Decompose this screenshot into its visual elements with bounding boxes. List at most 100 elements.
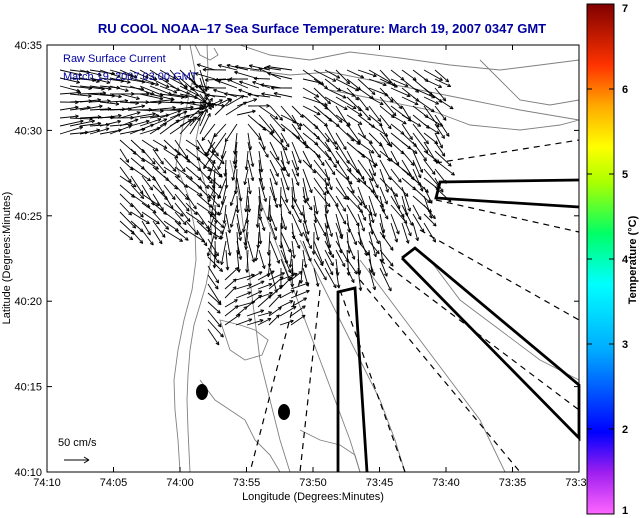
colorbar-tick-label: 3 [622, 339, 628, 351]
current-vector [196, 148, 216, 164]
current-vector [434, 105, 447, 121]
current-vector [401, 186, 412, 212]
current-vector [390, 114, 407, 125]
current-vector [185, 211, 205, 225]
current-vector [59, 77, 80, 84]
current-vector [207, 247, 220, 264]
plot-area [47, 45, 579, 472]
current-vector [291, 231, 301, 249]
current-vector [401, 204, 413, 226]
current-vector [268, 294, 282, 308]
current-vector [290, 267, 295, 288]
current-vector [379, 114, 392, 130]
current-vector [89, 99, 111, 103]
current-vector [368, 195, 377, 217]
current-vector [257, 294, 272, 308]
current-vector [313, 249, 324, 267]
current-vector [368, 267, 377, 291]
current-vector [236, 98, 258, 107]
current-vector [163, 202, 184, 217]
current-vector [199, 113, 211, 135]
current-vector [280, 168, 290, 191]
current-vector [174, 139, 189, 159]
current-vector [279, 319, 294, 326]
x-axis-label: Longitude (Degrees:Minutes) [242, 491, 384, 503]
current-vector [273, 91, 293, 98]
x-tick-label: 74:00 [166, 477, 194, 489]
current-vector [69, 93, 92, 98]
current-vector [169, 77, 188, 88]
current-vector [313, 222, 320, 241]
current-vector [401, 96, 419, 106]
current-vector [357, 105, 372, 121]
current-vector [335, 186, 347, 200]
current-vector [267, 71, 293, 80]
current-vector [235, 291, 252, 299]
current-vector [291, 204, 302, 223]
current-vector [207, 211, 225, 229]
y-tick-label: 40:10 [14, 467, 42, 479]
current-vector [280, 249, 292, 274]
current-vector [212, 249, 217, 269]
current-vector [291, 105, 304, 118]
current-vector [207, 256, 224, 272]
current-vector [196, 211, 210, 230]
current-vector [189, 117, 201, 135]
current-vector [246, 309, 265, 317]
current-vector [390, 177, 409, 197]
current-vector [346, 258, 358, 275]
current-vector [390, 168, 402, 183]
current-vector [279, 300, 294, 308]
current-vector [217, 80, 238, 89]
current-vector [368, 150, 377, 168]
current-vector [185, 202, 198, 216]
current-vector [324, 258, 334, 276]
current-vector [179, 118, 195, 135]
current-vector [207, 166, 223, 178]
current-vector [346, 87, 359, 101]
current-vector [205, 86, 227, 90]
current-vector [302, 213, 310, 235]
current-vector [174, 229, 189, 241]
current-vector [214, 98, 233, 116]
current-vector [302, 96, 328, 107]
current-vector [225, 213, 232, 234]
current-vector [368, 78, 387, 87]
current-vector [313, 195, 319, 215]
current-vector [335, 222, 343, 240]
current-vector [207, 310, 222, 328]
current-vector [207, 265, 220, 284]
current-vector [390, 78, 409, 87]
current-vector [196, 166, 213, 184]
current-vector [239, 80, 260, 89]
current-vector [401, 114, 422, 127]
current-vector [224, 305, 239, 317]
current-vector [99, 69, 121, 78]
current-vector [357, 69, 377, 78]
current-vector [149, 69, 170, 82]
current-vector [202, 67, 227, 72]
station-dot [196, 384, 208, 400]
current-vector [290, 289, 310, 299]
current-vector [196, 63, 216, 71]
y-tick-label: 40:15 [14, 382, 42, 394]
current-vector [207, 319, 224, 338]
colorbar-ticks: 7 6 5 4 3 2 1 [587, 3, 629, 517]
current-vector [280, 141, 290, 165]
current-vector [220, 240, 227, 265]
current-vector [159, 85, 178, 94]
current-vector [379, 177, 399, 197]
current-vector [247, 103, 270, 108]
current-vector [379, 78, 398, 88]
current-vector [324, 213, 333, 237]
current-vector [401, 213, 412, 237]
current-vector [313, 87, 331, 105]
map-title: RU COOL NOAA–17 Sea Surface Temperature:… [98, 21, 546, 36]
current-vector [99, 119, 122, 127]
current-vector [79, 69, 102, 77]
current-vector [79, 121, 102, 127]
current-vector [185, 139, 200, 150]
current-vector [141, 139, 159, 152]
x-tick-label: 73:35 [499, 477, 527, 489]
current-vector [346, 69, 365, 79]
